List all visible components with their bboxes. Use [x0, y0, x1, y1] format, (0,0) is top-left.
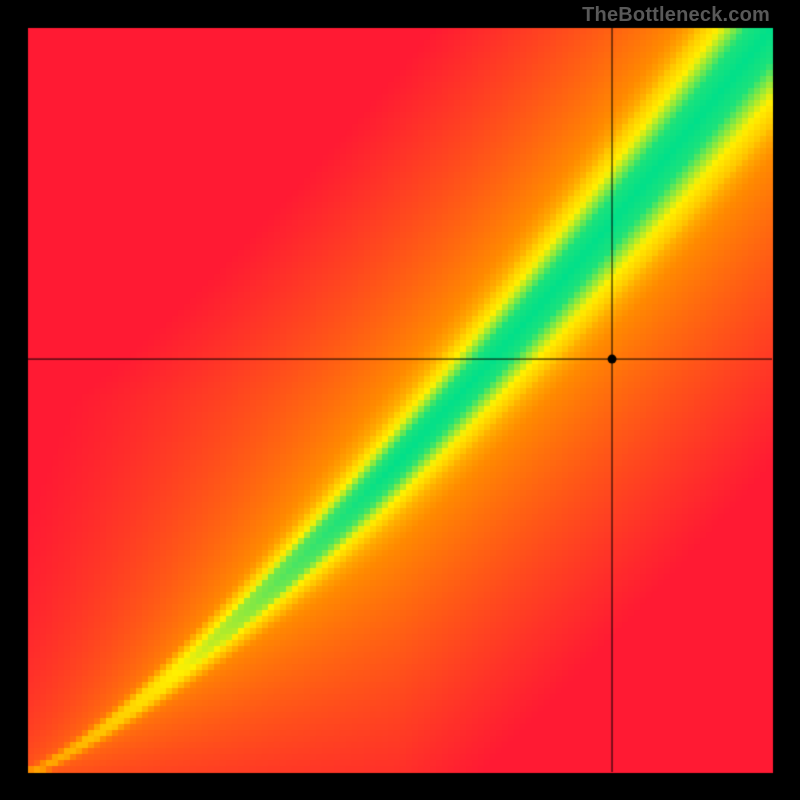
watermark: TheBottleneck.com — [582, 4, 770, 27]
chart-container: TheBottleneck.com — [0, 0, 800, 800]
heatmap-canvas — [0, 0, 800, 800]
